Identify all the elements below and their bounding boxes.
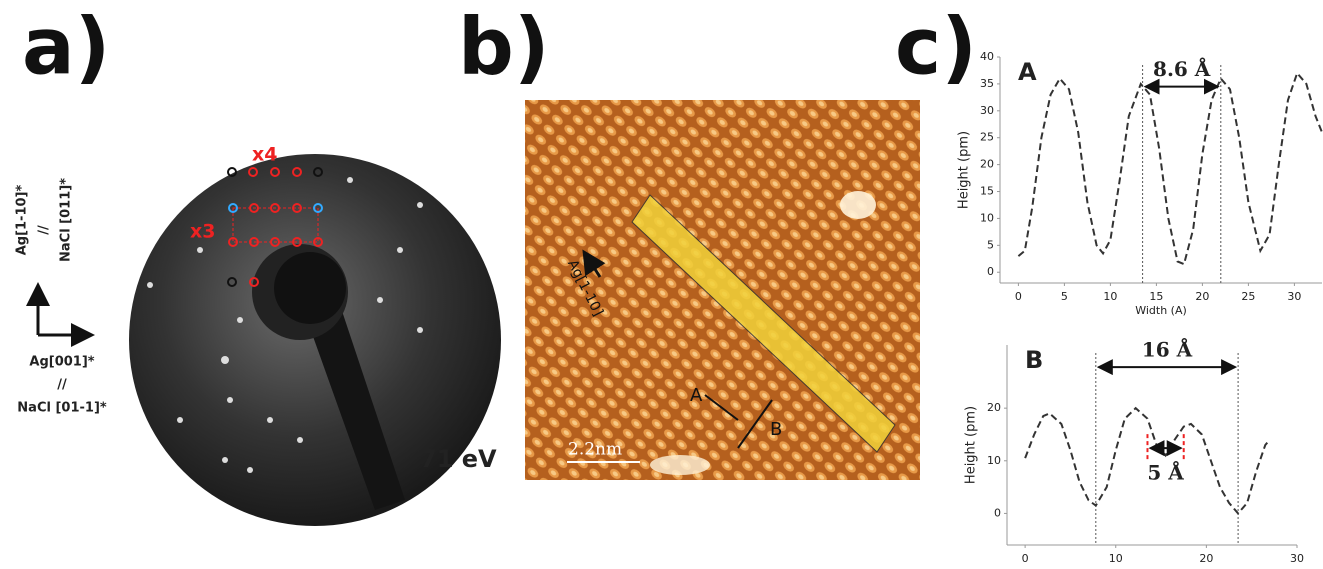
x-tick-label: 0 xyxy=(1022,552,1029,565)
y-tick-label: 35 xyxy=(980,77,994,90)
y-tick-label: 20 xyxy=(980,158,994,171)
chart-title: A xyxy=(1018,58,1037,86)
y-tick-label: 30 xyxy=(980,104,994,117)
x-tick-label: 25 xyxy=(1241,290,1255,303)
x-tick-label: 30 xyxy=(1290,552,1304,565)
axis-label: // xyxy=(37,225,52,235)
panel-label: c) xyxy=(895,2,977,92)
y-tick-label: 25 xyxy=(980,131,994,144)
line-label: A xyxy=(690,385,703,406)
y-tick-label: 40 xyxy=(980,50,994,63)
y-tick-label: 0 xyxy=(994,506,1001,519)
x-tick-label: 5 xyxy=(1061,290,1068,303)
figure: a) x4 x3 71 eV Ag[1-10]* // NaCl [011]* … xyxy=(0,0,1323,565)
data-line xyxy=(1018,73,1322,264)
annotation: 5 Å xyxy=(1147,461,1184,485)
y-tick-label: 15 xyxy=(980,185,994,198)
axis-label: NaCl [01-1]* xyxy=(17,401,107,416)
x-tick-label: 20 xyxy=(1195,290,1209,303)
annotation: x4 xyxy=(252,144,277,166)
y-tick-label: 10 xyxy=(987,454,1001,467)
axis-label: Ag[1-10]* xyxy=(15,185,30,256)
x-tick-label: 10 xyxy=(1103,290,1117,303)
axis-label: // xyxy=(57,378,67,393)
annotation: x3 xyxy=(190,221,215,243)
line-label: B xyxy=(770,419,782,440)
y-tick-label: 5 xyxy=(987,238,994,251)
y-axis-label: Height (pm) xyxy=(964,406,979,484)
x-tick-label: 0 xyxy=(1015,290,1022,303)
scale-label: 2.2nm xyxy=(568,440,622,460)
panel-label: b) xyxy=(458,2,549,92)
y-axis-label: Height (pm) xyxy=(957,131,972,209)
x-tick-label: 30 xyxy=(1287,290,1301,303)
x-tick-label: 15 xyxy=(1149,290,1163,303)
axis-arrows xyxy=(38,285,92,335)
panel-label: a) xyxy=(22,2,110,92)
annotation: 8.6 Å xyxy=(1153,57,1211,81)
energy-label: 71 eV xyxy=(420,445,497,473)
axis-label: NaCl [011]* xyxy=(59,178,74,262)
y-tick-label: 20 xyxy=(987,401,1001,414)
chart-title: B xyxy=(1025,346,1043,374)
x-tick-label: 10 xyxy=(1109,552,1123,565)
annotation: 16 Å xyxy=(1142,338,1193,362)
y-tick-label: 10 xyxy=(980,211,994,224)
y-tick-label: 0 xyxy=(987,265,994,278)
axis-label: Ag[001]* xyxy=(29,355,94,370)
x-axis-label: Width (A) xyxy=(1135,304,1187,317)
x-tick-label: 20 xyxy=(1199,552,1213,565)
